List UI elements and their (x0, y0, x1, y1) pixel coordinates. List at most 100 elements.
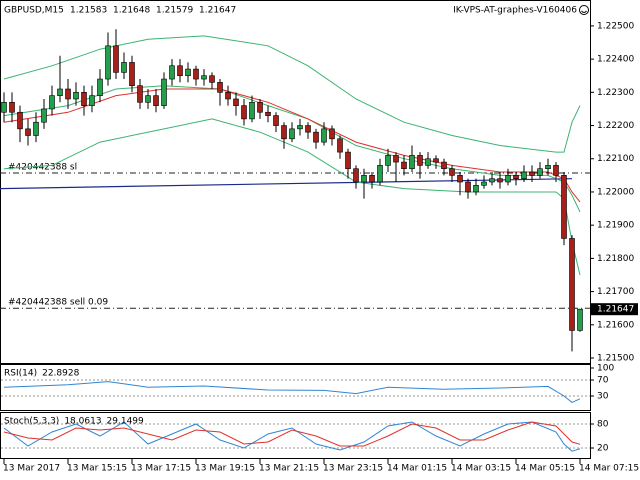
candle-body (537, 168, 543, 176)
candle-body (569, 238, 575, 331)
y-tick-label: 1.22100 (597, 154, 634, 164)
candle-body (145, 95, 151, 103)
indicator-line (3, 421, 581, 447)
candle-body (33, 121, 39, 136)
candle-body (273, 115, 279, 126)
indicator-title: RSI(14) (4, 369, 37, 379)
candle-body (177, 65, 183, 77)
candle-body (169, 65, 175, 80)
candle-body (345, 151, 351, 170)
candle-body (473, 185, 479, 193)
x-tick-label: 13 Mar 17:15 (131, 464, 191, 474)
expert-label: IK-VPS-AT-graphes-V160406 (453, 6, 577, 16)
candle-body (425, 158, 431, 166)
ohlc-value: 1.21579 (156, 6, 193, 16)
candle-body (209, 75, 215, 83)
candle-body (161, 78, 167, 106)
candle-body (393, 155, 399, 163)
candle-body (153, 95, 159, 106)
y-tick-label: 1.21600 (597, 320, 634, 330)
candle-body (49, 95, 55, 110)
rsi-frame (0, 364, 591, 411)
x-tick-label: 13 Mar 21:15 (259, 464, 319, 474)
candle-body (289, 128, 295, 140)
smiley-mouth (581, 10, 587, 13)
candle-body (217, 82, 223, 93)
candle-body (441, 161, 447, 170)
candle-body (529, 171, 535, 176)
candle-body (81, 92, 87, 106)
candle-body (313, 131, 319, 143)
candle-body (201, 75, 207, 80)
candle-body (121, 62, 127, 73)
candle-body (497, 178, 503, 183)
symbol-title: GBPUSD,M15 (4, 6, 64, 16)
candle-body (257, 101, 263, 113)
candle-body (97, 78, 103, 96)
indicator-value: 29.1499 (107, 417, 144, 427)
candle-body (233, 98, 239, 106)
candle-body (305, 125, 311, 133)
candle-body (449, 168, 455, 176)
candle-body (1, 101, 7, 113)
candle-body (521, 171, 527, 179)
trendline (0, 178, 573, 190)
y-tick-label: 1.21500 (597, 354, 634, 364)
candle-body (25, 128, 31, 136)
candle-body (337, 138, 343, 153)
candle-body (385, 155, 391, 166)
candle-body (577, 308, 583, 331)
candle-body (265, 111, 271, 116)
indicator-line (3, 88, 581, 203)
candle-body (65, 88, 71, 100)
candle-body (137, 85, 143, 103)
x-tick-label: 13 Mar 2017 (3, 464, 60, 474)
indicator-title: Stoch(5,3,3) (4, 417, 59, 427)
candle-body (249, 101, 255, 120)
candle-body (57, 88, 63, 96)
x-tick-label: 13 Mar 15:15 (67, 464, 127, 474)
order-label: #420442388 sell 0.09 (8, 298, 108, 308)
ohlc-value: 1.21648 (113, 6, 150, 16)
candle-body (241, 105, 247, 120)
candle-body (9, 101, 15, 113)
candle-body (553, 165, 559, 176)
indicator-value: 22.8928 (42, 369, 79, 379)
stoch-frame (0, 412, 591, 459)
main-frame (0, 0, 591, 364)
y-tick-label: 1.22000 (597, 187, 634, 197)
y-tick-label: 1.22400 (597, 55, 634, 65)
candle-body (433, 158, 439, 163)
indicator-line (3, 421, 581, 452)
candle-body (401, 161, 407, 170)
bid-label: 1.21647 (597, 305, 634, 315)
y-tick-label: 30 (597, 392, 609, 402)
candle-body (489, 178, 495, 183)
smiley (579, 5, 589, 15)
candle-body (41, 108, 47, 123)
order-label: #420442388 sl (8, 163, 77, 173)
bid-box (591, 303, 638, 316)
candle-body (17, 111, 23, 130)
indicator-value: 18.0613 (64, 417, 101, 427)
x-tick-label: 13 Mar 19:15 (195, 464, 255, 474)
x-tick-label: 14 Mar 01:15 (387, 464, 447, 474)
ohlc-value: 1.21583 (70, 6, 107, 16)
y-tick-label: 20 (597, 444, 609, 454)
y-tick-label: 1.22500 (597, 21, 634, 31)
candle-body (377, 165, 383, 183)
candle-body (457, 175, 463, 183)
candle-body (193, 68, 199, 80)
candle-body (185, 68, 191, 77)
y-tick-label: 70 (597, 376, 609, 386)
y-tick-label: 1.21700 (597, 287, 634, 297)
y-tick-label: 1.21900 (597, 221, 634, 231)
candle-body (417, 155, 423, 166)
x-tick-label: 13 Mar 23:15 (323, 464, 383, 474)
y-tick-label: 1.21800 (597, 254, 634, 264)
candle-body (105, 45, 111, 80)
candle-body (113, 45, 119, 73)
candle-body (561, 175, 567, 239)
candle-body (281, 125, 287, 140)
